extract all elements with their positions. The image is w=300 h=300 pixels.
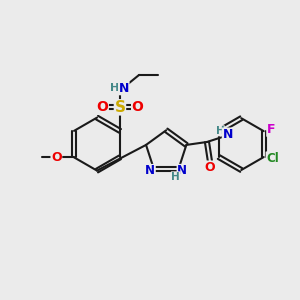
Text: N: N xyxy=(177,164,187,178)
Text: Cl: Cl xyxy=(266,152,279,165)
Text: N: N xyxy=(222,128,233,141)
Text: O: O xyxy=(205,161,215,174)
Text: H: H xyxy=(171,172,180,182)
Text: H: H xyxy=(215,126,224,136)
Text: O: O xyxy=(51,151,62,164)
Text: H: H xyxy=(110,83,119,93)
Text: N: N xyxy=(118,82,129,95)
Text: O: O xyxy=(96,100,108,114)
Text: N: N xyxy=(145,164,155,178)
Text: F: F xyxy=(267,123,275,136)
Text: O: O xyxy=(132,100,144,114)
Text: S: S xyxy=(114,100,125,115)
